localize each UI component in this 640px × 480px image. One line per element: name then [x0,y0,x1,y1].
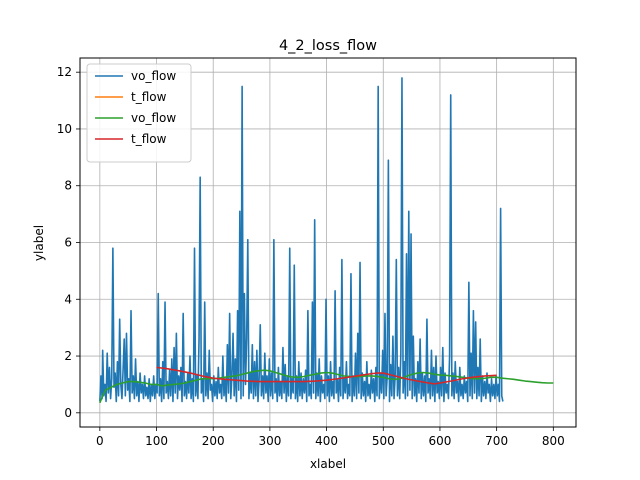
legend-box [86,63,192,163]
y-tick-label: 4 [64,292,72,306]
y-tick-label: 0 [64,406,72,420]
y-tick-label: 10 [57,122,72,136]
y-tick-label: 2 [64,349,72,363]
x-tick-label: 500 [372,434,395,448]
series-layer [99,77,554,404]
x-tick-label: 600 [429,434,452,448]
x-tick-label: 0 [96,434,104,448]
grid-lines [80,58,576,427]
y-axis-ticks: 0 2 4 6 8 10 12 [57,65,80,420]
y-tick-label: 8 [64,179,72,193]
legend: vo_flow t_flow vo_flow t_flow [86,63,192,163]
x-tick-label: 700 [485,434,508,448]
chart-title: 4_2_loss_flow [279,38,377,54]
legend-label: t_flow [131,132,167,146]
x-tick-label: 200 [202,434,225,448]
x-tick-label: 800 [542,434,565,448]
legend-label: t_flow [131,90,167,104]
x-tick-label: 400 [315,434,338,448]
x-tick-label: 300 [258,434,281,448]
y-tick-label: 12 [57,65,72,79]
x-axis-label: xlabel [310,457,346,471]
legend-label: vo_flow [131,111,176,125]
y-tick-label: 6 [64,236,72,250]
x-tick-label: 100 [145,434,168,448]
y-axis-label: ylabel [32,225,46,261]
legend-label: vo_flow [131,69,176,83]
series-line-2 [99,369,554,404]
x-axis-ticks: 0 100 200 300 400 500 600 700 800 [96,427,565,448]
series-line-0 [99,77,504,403]
series-line-3 [156,366,497,385]
